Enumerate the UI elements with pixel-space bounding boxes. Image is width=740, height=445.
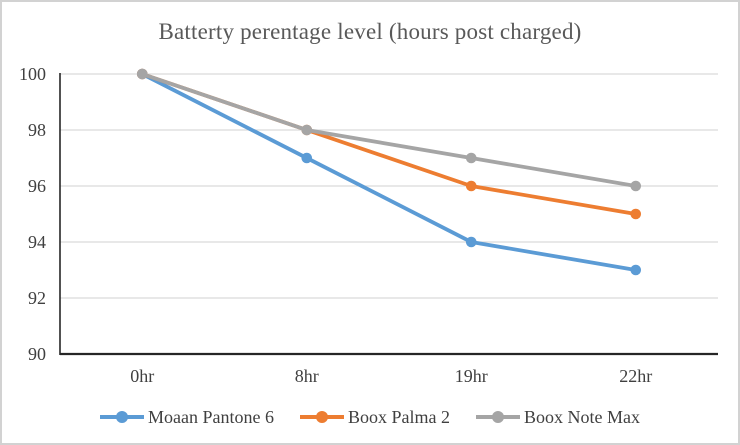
legend-label: Moaan Pantone 6	[148, 406, 274, 427]
x-tick-label: 0hr	[130, 366, 154, 386]
legend-item-moaan-pantone-6[interactable]: Moaan Pantone 6	[100, 407, 274, 428]
series-line-2[interactable]	[140, 72, 638, 188]
data-point-marker[interactable]	[301, 124, 313, 136]
y-tick-label: 92	[28, 288, 46, 308]
data-point-marker[interactable]	[136, 68, 148, 80]
data-point-marker[interactable]	[465, 152, 477, 164]
legend-item-boox-palma-2[interactable]: Boox Palma 2	[299, 406, 450, 428]
legend-item-boox-note-max[interactable]: Boox Note Max	[475, 406, 640, 428]
legend-line-marker-icon	[299, 411, 344, 424]
legend-line-marker-icon	[100, 411, 144, 424]
axes	[59, 73, 718, 356]
legend: Moaan Pantone 6 Boox Palma 2 Boox Note M…	[2, 403, 738, 431]
gridlines	[60, 73, 718, 299]
data-point-marker[interactable]	[465, 236, 477, 248]
legend-line-marker-icon	[475, 411, 520, 424]
chart-title: Batterty perentage level (hours post cha…	[158, 19, 582, 44]
data-point-marker[interactable]	[630, 264, 642, 276]
legend-label: Boox Palma 2	[347, 406, 450, 427]
y-tick-label: 98	[28, 120, 46, 140]
series-lines	[136, 68, 642, 276]
x-tick-label: 22hr	[619, 366, 652, 386]
y-axis-tick-labels: 90 92 94 96 98 100	[19, 64, 46, 364]
series-line-0[interactable]	[140, 72, 638, 272]
y-tick-label: 90	[28, 344, 46, 364]
data-point-marker[interactable]	[630, 208, 642, 220]
x-tick-label: 19hr	[455, 366, 488, 386]
y-tick-label: 96	[28, 176, 46, 196]
legend-label: Boox Note Max	[523, 406, 640, 427]
y-tick-label: 94	[28, 232, 46, 252]
x-tick-label: 8hr	[295, 366, 319, 386]
data-point-marker[interactable]	[630, 180, 642, 192]
x-axis-tick-labels: 0hr 8hr 19hr 22hr	[130, 366, 652, 386]
data-point-marker[interactable]	[301, 152, 313, 164]
data-point-marker[interactable]	[465, 180, 477, 192]
y-tick-label: 100	[19, 64, 46, 84]
